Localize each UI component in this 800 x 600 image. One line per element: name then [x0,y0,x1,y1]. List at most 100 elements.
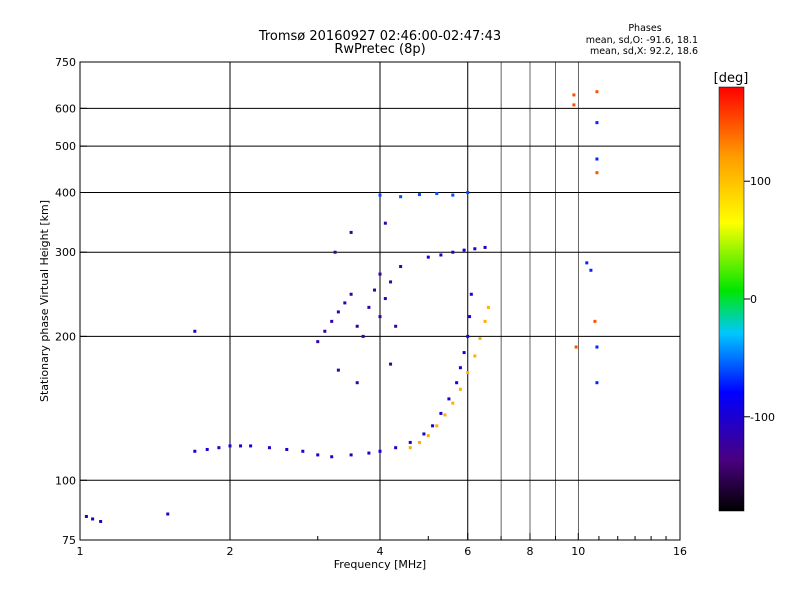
x-tick-label: 6 [464,545,471,558]
y-tick-label: 200 [55,330,76,343]
data-point [451,401,455,405]
data-point [443,413,447,417]
y-tick-label: 300 [55,246,76,259]
data-point [373,288,377,292]
data-point [417,440,421,444]
data-point [399,265,403,269]
data-point [205,447,209,451]
data-point [462,248,466,252]
data-point [435,192,439,196]
data-point [572,93,576,97]
axes: 1 2 4 6 8 10 16 75 100 200 300 400 500 600 750 [55,56,687,558]
y-axis-label: Stationary phase Virtual Height [km] [38,200,51,402]
data-point [316,453,320,457]
data-point [572,103,576,107]
data-point [422,432,426,436]
data-point [193,449,197,453]
data-point [439,253,443,257]
data-point [84,514,88,518]
data-point [378,449,382,453]
y-tick-label: 600 [55,102,76,115]
colorbar-label: [deg] [714,71,749,86]
data-point [466,371,470,375]
data-point [408,440,412,444]
data-point [483,319,487,323]
data-point [383,297,387,301]
colorbar-tick-label: -100 [750,411,775,424]
data-point [574,345,578,349]
chart-title: Tromsø 20160927 02:46:00-02:47:43 [258,29,501,44]
data-point [323,329,327,333]
data-point [473,354,477,358]
chart-subtitle: RwPretec (8p) [334,42,425,57]
data-point [595,90,599,94]
y-tick-label: 500 [55,140,76,153]
data-point [336,368,340,372]
data-point [330,455,334,459]
data-point [217,446,221,450]
data-point [367,305,371,309]
data-point [301,449,305,453]
data-point [458,387,462,391]
data-point [389,362,393,366]
data-point [435,424,439,428]
data-point [426,255,430,259]
x-tick-label: 8 [527,545,534,558]
data-point [455,381,459,385]
data-point [285,447,289,451]
x-tick-label: 4 [377,545,384,558]
data-point [595,171,599,175]
data-point [447,397,451,401]
data-point [595,381,599,385]
data-point [394,324,398,328]
grid [80,62,680,540]
data-point [466,190,470,194]
x-tick-label: 16 [673,545,687,558]
data-point [239,444,243,448]
colorbar-tick-label: 100 [750,175,771,188]
data-point [361,334,365,338]
data-point [473,247,477,251]
legend-title: Phases [628,23,661,34]
data-point [166,512,170,516]
data-point [349,453,353,457]
data-point [336,310,340,314]
data-point [355,324,359,328]
data-point [483,245,487,249]
data-point [585,261,589,265]
data-point [595,157,599,161]
data-point [378,272,382,276]
data-point [228,444,232,448]
y-tick-label: 750 [55,56,76,69]
data-point [589,268,593,272]
data-point [349,230,353,234]
data-point [593,319,597,323]
colorbar-tick-label: 0 [750,293,757,306]
data-point [193,329,197,333]
data-point [399,195,403,199]
data-point [462,351,466,355]
data-point [468,315,472,319]
data-point [378,315,382,319]
x-tick-label: 1 [77,545,84,558]
data-point [343,301,347,305]
data-point [349,292,353,296]
data-point [330,319,334,323]
colorbar-ticks: 100 0 -100 [744,175,775,424]
data-point [431,424,435,428]
legend-o-mode: mean, sd,O: -91.6, 18.1 [586,35,698,46]
y-tick-label: 400 [55,186,76,199]
data-point [355,381,359,385]
data-point [439,411,443,415]
data-point [451,193,455,197]
data-point [99,519,103,523]
data-point [249,444,253,448]
x-axis-label: Frequency [MHz] [334,558,426,571]
data-point [417,193,421,197]
data-point [333,250,337,254]
data-point [378,193,382,197]
data-point [408,446,412,450]
data-point [595,121,599,125]
y-tick-label: 75 [62,534,76,547]
